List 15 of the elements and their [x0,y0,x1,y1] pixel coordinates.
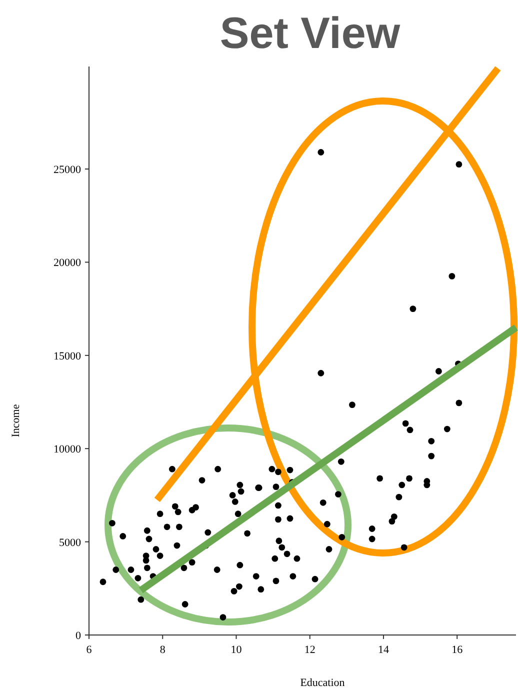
y-tick-label: 0 [76,630,82,642]
y-axis-title: Income [10,404,22,438]
x-tick-label: 12 [304,644,316,656]
x-tick-label: 14 [378,644,390,656]
y-tick-label: 15000 [54,350,82,362]
x-tick-label: 10 [230,644,242,656]
x-tick-label: 6 [86,644,92,656]
x-tick-label: 8 [160,644,166,656]
y-tick-label: 20000 [54,257,82,270]
y-tick-label: 10000 [54,444,82,456]
x-tick-label: 16 [452,644,464,656]
chart-title: Set View [220,9,401,58]
y-tick-label: 25000 [54,164,82,176]
x-axis-title: Education [300,677,346,689]
y-tick-label: 5000 [59,536,82,549]
